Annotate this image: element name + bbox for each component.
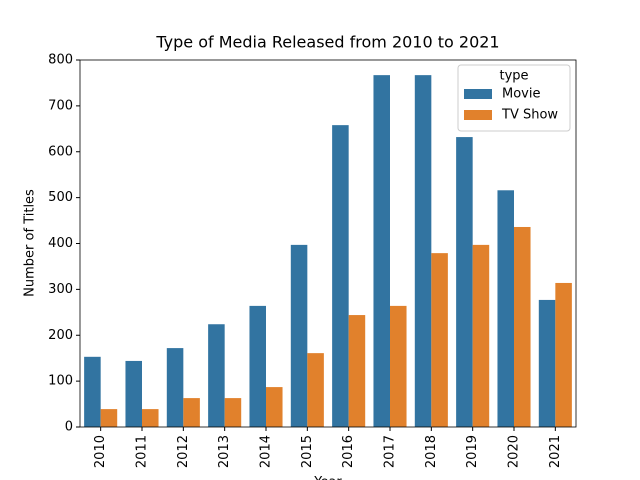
y-tick-label: 400 <box>48 236 73 251</box>
x-tick-label: 2019 <box>465 435 480 468</box>
bar <box>290 244 308 427</box>
legend-swatch <box>464 110 492 120</box>
bar <box>431 253 448 427</box>
bar <box>266 387 283 427</box>
legend-swatch <box>464 89 492 99</box>
bar <box>497 190 514 427</box>
x-tick-label: 2018 <box>424 435 439 468</box>
bar <box>538 299 556 427</box>
bar <box>142 409 159 427</box>
y-tick-label: 200 <box>48 328 73 343</box>
bar <box>348 315 366 427</box>
chart-title: Type of Media Released from 2010 to 2021 <box>155 33 499 52</box>
y-tick-label: 100 <box>48 374 73 389</box>
y-tick-label: 500 <box>48 190 73 205</box>
x-axis-label: Year <box>313 475 342 480</box>
y-axis-label: Number of Titles <box>23 189 38 297</box>
bar <box>456 137 473 427</box>
bar <box>390 305 407 427</box>
bar <box>555 282 572 427</box>
y-tick-label: 300 <box>48 282 73 297</box>
plot-frame <box>79 59 577 428</box>
bar <box>166 348 184 427</box>
bar <box>84 356 101 427</box>
y-tick-label: 600 <box>48 144 73 159</box>
y-tick-label: 800 <box>48 53 73 68</box>
bar <box>224 398 242 427</box>
x-tick-label: 2013 <box>217 435 232 468</box>
x-tick-label: 2010 <box>93 435 108 468</box>
x-tick-label: 2014 <box>259 435 274 468</box>
y-tick-label: 700 <box>48 98 73 113</box>
x-tick-label: 2021 <box>548 435 563 468</box>
legend-label: Movie <box>502 87 540 102</box>
x-tick-label: 2012 <box>176 435 191 468</box>
bar <box>373 75 390 428</box>
bar <box>472 244 490 427</box>
bar <box>249 305 266 427</box>
bar <box>307 353 324 427</box>
legend-label: TV Show <box>501 108 558 123</box>
x-tick-label: 2015 <box>300 435 315 468</box>
bar <box>100 409 118 427</box>
x-tick-label: 2011 <box>135 435 150 468</box>
bar <box>514 226 531 427</box>
bar <box>332 125 349 427</box>
y-tick-label: 0 <box>65 420 73 435</box>
x-tick-label: 2017 <box>383 435 398 468</box>
bar <box>183 398 200 427</box>
x-tick-label: 2016 <box>341 435 356 468</box>
x-tick-label: 2020 <box>507 435 522 468</box>
legend-title: type <box>499 69 528 84</box>
bar <box>414 75 432 428</box>
bar <box>125 360 142 427</box>
bar <box>208 324 225 427</box>
